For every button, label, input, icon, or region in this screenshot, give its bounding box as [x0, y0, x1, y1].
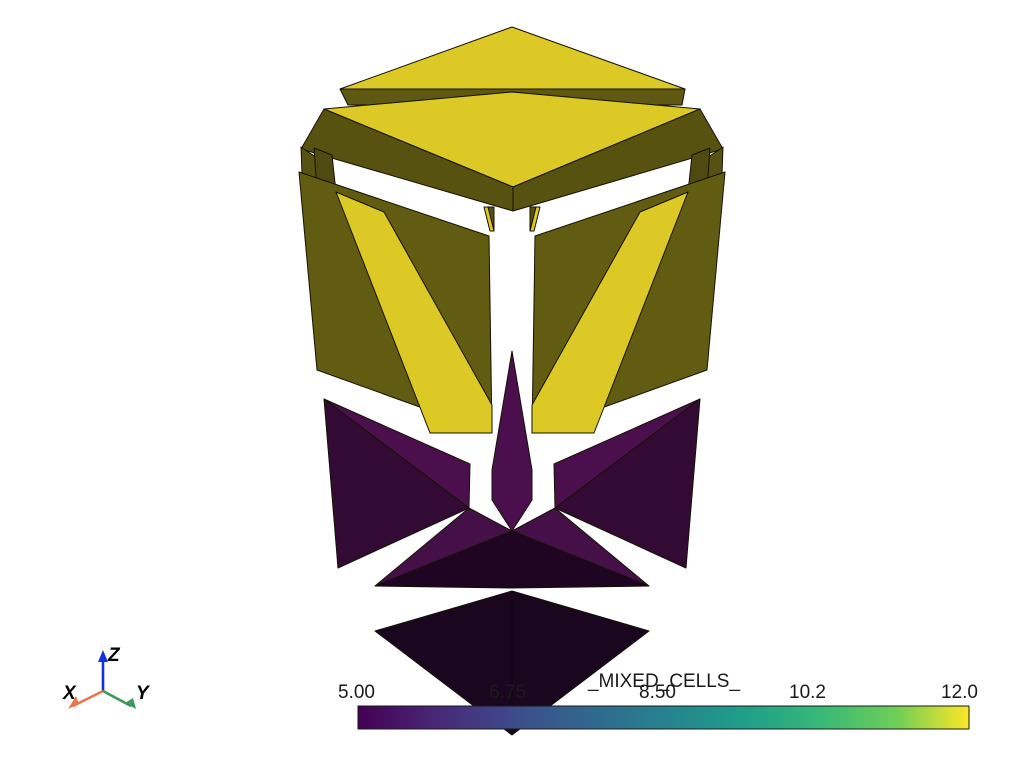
svg-text:10.2: 10.2	[789, 682, 826, 703]
svg-text:Y: Y	[136, 683, 151, 704]
svg-text:_MIXED_CELLS_: _MIXED_CELLS_	[587, 671, 741, 692]
svg-text:5.00: 5.00	[338, 682, 375, 703]
svg-text:Z: Z	[107, 645, 121, 666]
svg-text:12.0: 12.0	[941, 682, 978, 703]
svg-text:6.75: 6.75	[489, 682, 526, 703]
svg-text:X: X	[62, 683, 77, 704]
